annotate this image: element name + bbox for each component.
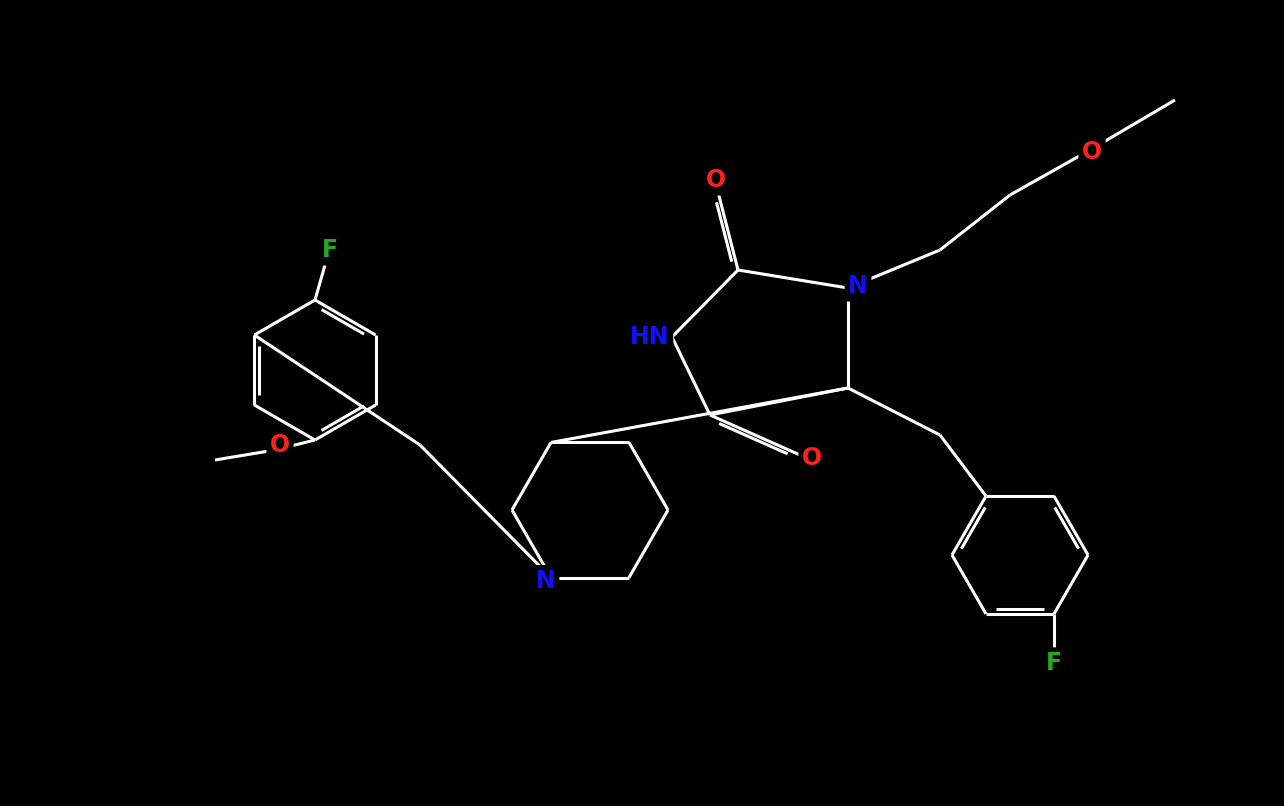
Text: O: O: [802, 446, 822, 470]
Text: F: F: [322, 238, 338, 262]
Text: O: O: [706, 168, 725, 192]
Text: N: N: [849, 274, 868, 298]
Text: O: O: [1082, 140, 1102, 164]
Text: N: N: [537, 568, 556, 592]
Text: F: F: [1046, 651, 1062, 675]
Text: O: O: [270, 433, 290, 457]
Text: HN: HN: [630, 325, 670, 349]
